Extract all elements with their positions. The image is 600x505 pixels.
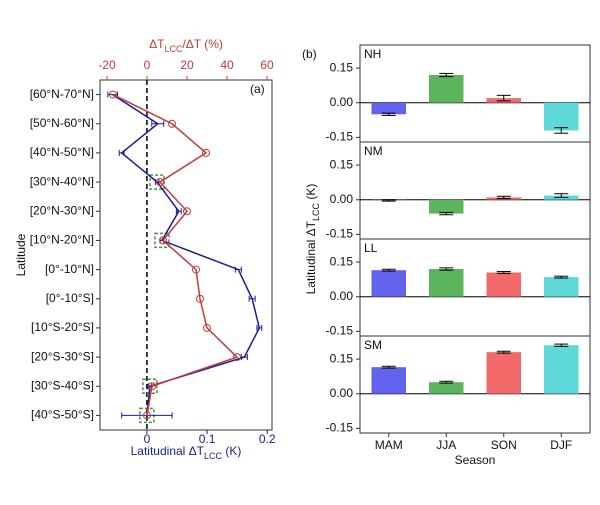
y-tick-label: 0.00 bbox=[330, 289, 354, 303]
marker bbox=[192, 265, 200, 274]
marker bbox=[196, 294, 204, 303]
marker bbox=[143, 411, 151, 420]
marker bbox=[156, 178, 164, 187]
y-tick-label: [40°N-50°N] bbox=[30, 145, 94, 159]
x-tick-label: JJA bbox=[436, 438, 456, 452]
y-tick-label: 0.15 bbox=[330, 157, 354, 171]
y-tick-label: [60°N-70°N] bbox=[30, 87, 94, 101]
bar bbox=[429, 75, 464, 103]
bar bbox=[429, 382, 464, 394]
x-tick-label: 0.1 bbox=[199, 432, 216, 446]
plot-frame bbox=[99, 79, 273, 431]
x-tick-label: 0.2 bbox=[259, 432, 276, 446]
x2-tick-label: 60 bbox=[260, 58, 274, 72]
y-tick-label: -0.15 bbox=[326, 130, 354, 144]
bar bbox=[371, 270, 406, 297]
bar bbox=[544, 102, 579, 131]
x2-tick-label: -20 bbox=[98, 58, 116, 72]
y-axis-title: Latitude bbox=[14, 233, 28, 276]
y-tick-label: [40°S-50°S] bbox=[31, 408, 94, 422]
y-tick-label: [10°S-20°S] bbox=[31, 320, 94, 334]
y-tick-label: [0°-10°S] bbox=[46, 291, 94, 305]
x-axis-title-part: Latitudinal ΔT bbox=[131, 444, 205, 458]
x2-tick-label: 0 bbox=[144, 58, 151, 72]
x-tick-label: MAM bbox=[375, 438, 403, 452]
x2-axis-title-part: /ΔT (%) bbox=[182, 37, 222, 51]
subplot-label: LL bbox=[364, 241, 378, 255]
marker bbox=[233, 353, 241, 362]
x2-tick-label: 40 bbox=[220, 58, 234, 72]
x-axis-title: Season bbox=[455, 453, 496, 467]
bar bbox=[371, 367, 406, 394]
y-tick-label: [10°N-20°N] bbox=[30, 233, 94, 247]
subplot-label: NH bbox=[364, 47, 381, 61]
x2-tick-label: 20 bbox=[180, 58, 194, 72]
y-tick-label: -0.15 bbox=[326, 227, 354, 241]
x-axis-title-part: (K) bbox=[222, 444, 241, 458]
marker bbox=[183, 207, 191, 216]
highlight-box bbox=[149, 174, 165, 190]
series-line bbox=[112, 93, 261, 416]
x-tick-label: DJF bbox=[550, 438, 572, 452]
y-axis-title-part: LCC bbox=[311, 202, 321, 221]
x-tick-label: SON bbox=[491, 438, 517, 452]
y-axis-title-part: Latitudinal ΔT bbox=[304, 220, 318, 294]
bar bbox=[486, 272, 521, 297]
y-tick-label: 0.00 bbox=[330, 192, 354, 206]
marker bbox=[159, 236, 167, 245]
bar bbox=[486, 352, 521, 394]
bar bbox=[544, 345, 579, 394]
x2-axis-title-part: LCC bbox=[164, 44, 183, 54]
marker bbox=[203, 323, 211, 332]
y-tick-label: 0.15 bbox=[330, 254, 354, 268]
subplot-frame bbox=[359, 141, 591, 240]
y-tick-label: 0.15 bbox=[330, 351, 354, 365]
y-tick-label: [0°-10°N] bbox=[45, 262, 94, 276]
panel-label: (a) bbox=[250, 82, 265, 96]
subplot-label: SM bbox=[364, 338, 382, 352]
y-tick-label: [20°N-30°N] bbox=[30, 203, 94, 217]
y-tick-label: [30°S-40°S] bbox=[31, 378, 94, 392]
y-tick-label: [20°S-30°S] bbox=[31, 349, 94, 363]
y-tick-label: 0.00 bbox=[330, 95, 354, 109]
y-tick-label: [50°N-60°N] bbox=[30, 116, 94, 130]
x-axis-title-part: LCC bbox=[204, 451, 223, 461]
series-line bbox=[112, 93, 239, 416]
marker bbox=[168, 119, 176, 128]
bar bbox=[429, 269, 464, 297]
marker bbox=[148, 382, 156, 391]
x-tick-label: 0 bbox=[144, 432, 151, 446]
y-tick-label: -0.15 bbox=[326, 421, 354, 435]
y-axis-title: Latitudinal ΔTLCC (K) bbox=[304, 184, 321, 295]
panel-label: (b) bbox=[302, 47, 317, 61]
subplot-label: NM bbox=[364, 144, 383, 158]
y-tick-label: [30°N-40°N] bbox=[30, 174, 94, 188]
x-axis-title: Latitudinal ΔTLCC (K) bbox=[131, 444, 242, 461]
x2-axis-title: ΔTLCC/ΔT (%) bbox=[149, 37, 223, 54]
y-tick-label: -0.15 bbox=[326, 324, 354, 338]
bar bbox=[429, 199, 464, 214]
bar bbox=[544, 277, 579, 297]
y-tick-label: 0.00 bbox=[330, 386, 354, 400]
x2-axis-title-part: ΔT bbox=[149, 37, 165, 51]
marker bbox=[109, 90, 117, 99]
marker bbox=[202, 148, 210, 157]
highlight-box bbox=[154, 232, 170, 249]
subplot-frame bbox=[359, 335, 591, 434]
y-tick-label: 0.15 bbox=[330, 60, 354, 74]
y-axis-title-part: (K) bbox=[304, 184, 318, 203]
bar bbox=[371, 102, 406, 115]
